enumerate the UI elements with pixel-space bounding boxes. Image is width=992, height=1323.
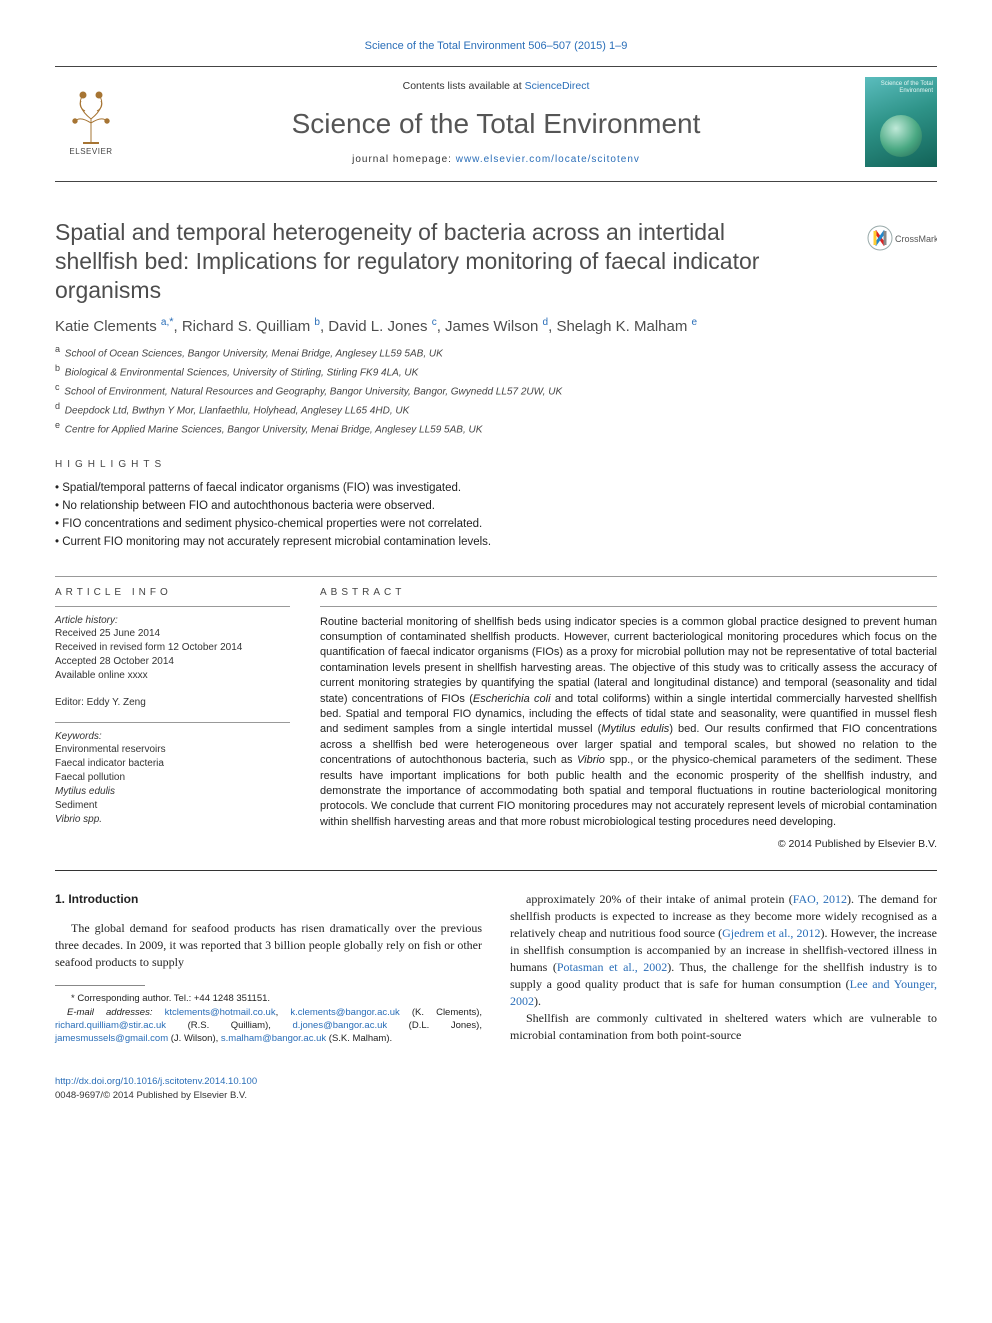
- journal-homepage: journal homepage: www.elsevier.com/locat…: [127, 154, 865, 165]
- cover-label: Science of the Total Environment: [865, 81, 933, 94]
- running-head: Science of the Total Environment 506–507…: [55, 40, 937, 52]
- svg-text:CrossMark: CrossMark: [895, 234, 937, 244]
- rule: [55, 576, 937, 577]
- journal-cover-thumb: Science of the Total Environment: [865, 77, 937, 167]
- article-history: Received 25 June 2014Received in revised…: [55, 627, 290, 683]
- homepage-prefix: journal homepage:: [352, 154, 456, 165]
- sciencedirect-link[interactable]: ScienceDirect: [525, 80, 590, 92]
- authors: Katie Clements a,*, Richard S. Quilliam …: [55, 316, 937, 335]
- elsevier-tree-icon: [63, 89, 119, 145]
- intro-para-3: Shellfish are commonly cultivated in she…: [510, 1010, 937, 1044]
- publisher-name: ELSEVIER: [69, 147, 112, 156]
- crossmark-badge[interactable]: CrossMark: [867, 222, 937, 258]
- cover-globe-icon: [880, 115, 922, 157]
- editor-line: Editor: Eddy Y. Zeng: [55, 697, 290, 708]
- rule: [55, 606, 290, 607]
- rule: [320, 606, 937, 607]
- affiliations: a School of Ocean Sciences, Bangor Unive…: [55, 343, 937, 437]
- rule: [55, 722, 290, 723]
- intro-para-2: approximately 20% of their intake of ani…: [510, 891, 937, 1010]
- issn-line: 0048-9697/© 2014 Published by Elsevier B…: [55, 1089, 937, 1102]
- article-info-label: ARTICLE INFO: [55, 587, 290, 598]
- intro-para-1: The global demand for seafood products h…: [55, 920, 482, 971]
- abstract-copyright: © 2014 Published by Elsevier B.V.: [320, 838, 937, 850]
- article-title: Spatial and temporal heterogeneity of ba…: [55, 218, 805, 304]
- rule-thick: [55, 870, 937, 871]
- history-label: Article history:: [55, 615, 290, 626]
- intro-heading: 1. Introduction: [55, 891, 482, 908]
- contents-prefix: Contents lists available at: [403, 80, 525, 92]
- email-addresses: E-mail addresses: ktclements@hotmail.co.…: [55, 1006, 482, 1046]
- body-text: 1. Introduction The global demand for se…: [55, 891, 937, 1045]
- keywords-label: Keywords:: [55, 731, 290, 742]
- abstract-text: Routine bacterial monitoring of shellfis…: [320, 615, 937, 830]
- publisher-logo: ELSEVIER: [55, 84, 127, 160]
- contents-list-line: Contents lists available at ScienceDirec…: [127, 80, 865, 92]
- page-footer: http://dx.doi.org/10.1016/j.scitotenv.20…: [55, 1075, 937, 1102]
- doi-link[interactable]: http://dx.doi.org/10.1016/j.scitotenv.20…: [55, 1076, 257, 1087]
- abstract-label: ABSTRACT: [320, 587, 937, 598]
- corresponding-author: * Corresponding author. Tel.: +44 1248 3…: [55, 992, 482, 1005]
- highlights-label: HIGHLIGHTS: [55, 459, 937, 470]
- keywords-list: Environmental reservoirsFaecal indicator…: [55, 743, 290, 827]
- journal-name: Science of the Total Environment: [127, 108, 865, 140]
- homepage-link[interactable]: www.elsevier.com/locate/scitotenv: [456, 154, 640, 165]
- masthead: ELSEVIER Contents lists available at Sci…: [55, 66, 937, 182]
- footnote-rule: [55, 985, 145, 986]
- highlights-list: Spatial/temporal patterns of faecal indi…: [55, 480, 937, 551]
